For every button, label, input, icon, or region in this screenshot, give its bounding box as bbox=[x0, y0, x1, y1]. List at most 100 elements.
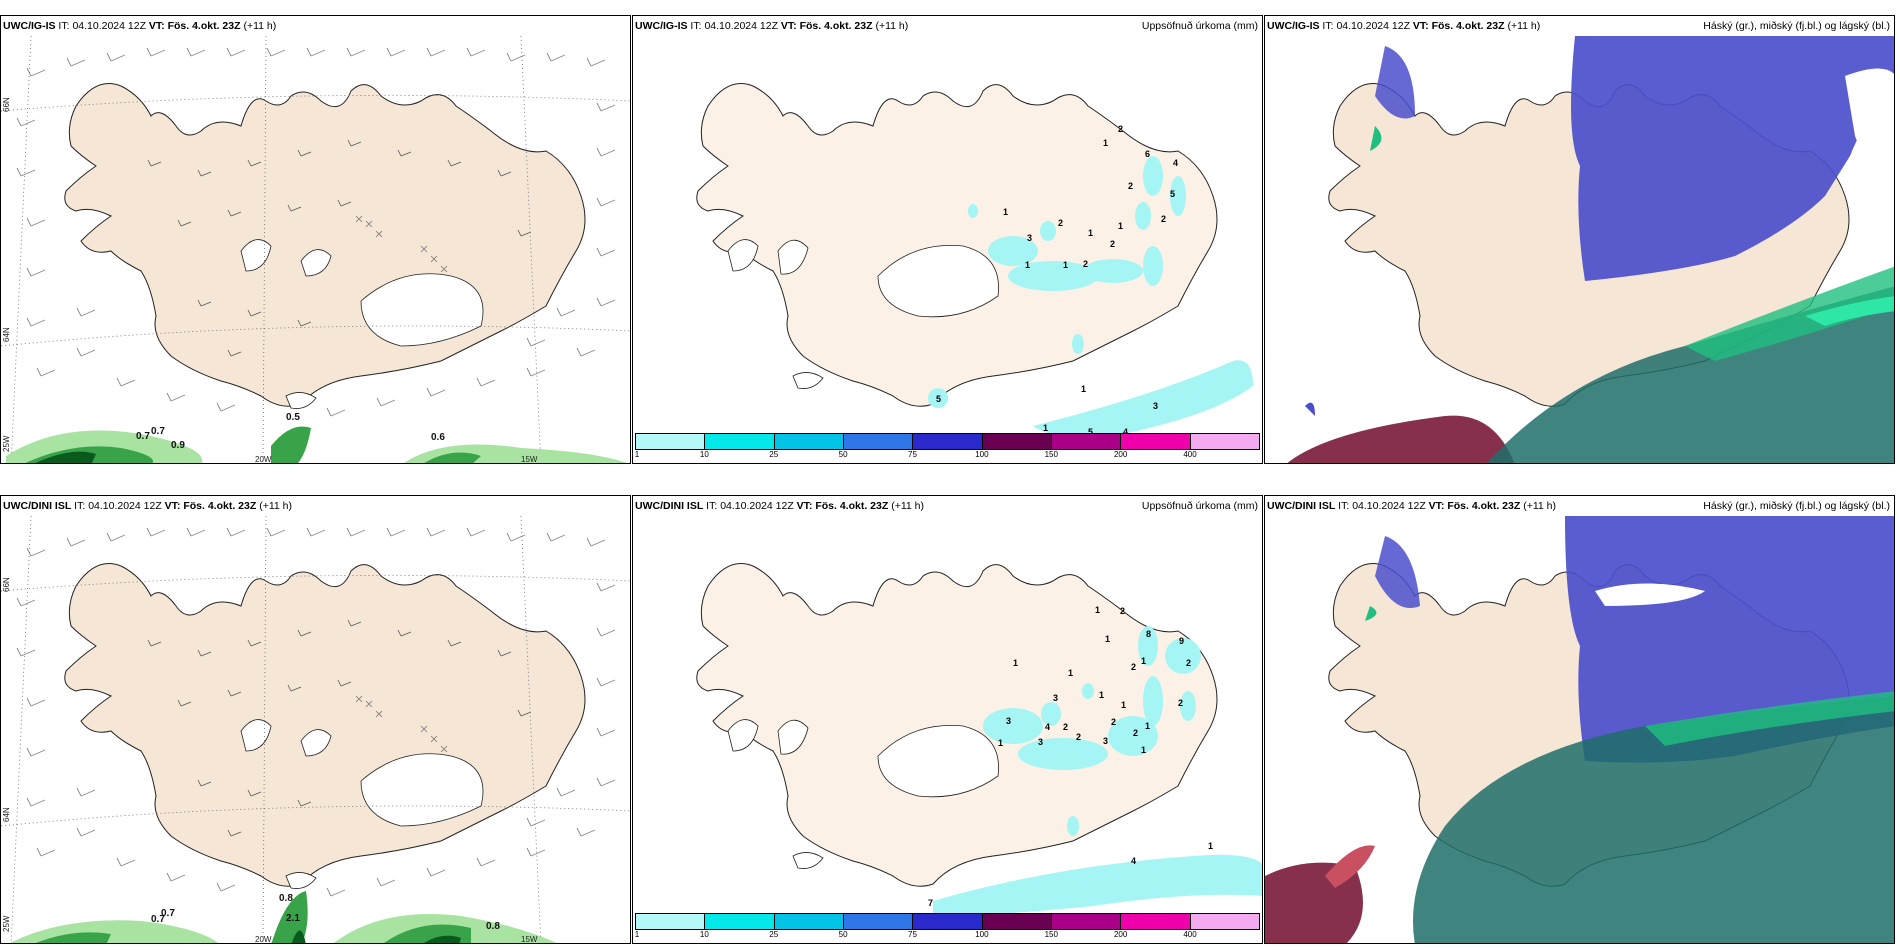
colorbar-tick: 100 bbox=[975, 930, 989, 939]
cloud-map-2 bbox=[1265, 516, 1894, 943]
axis-lon-label: 15W bbox=[521, 935, 538, 944]
axis-lon-label: 25W bbox=[2, 915, 11, 932]
precip-label: 4 bbox=[1131, 856, 1136, 866]
precip-label: 1 bbox=[1141, 656, 1146, 666]
colorbar-swatch bbox=[1190, 914, 1259, 929]
precip-label: 2 bbox=[1083, 259, 1088, 269]
wind-map-1: 0.7 0.7 0.9 0.5 0.6 66N 64N 25W 20W 15W bbox=[1, 35, 630, 464]
precip-label: 1 bbox=[1068, 668, 1073, 678]
precip-label: 1 bbox=[1208, 841, 1213, 851]
precip-map-1: 2 1 6 4 2 5 2 1 1 2 2 1 3 1 1 2 1 5 1 3 … bbox=[696, 83, 1253, 438]
precip-label: 1 bbox=[1095, 605, 1100, 615]
precip-label: 1 bbox=[1081, 384, 1086, 394]
precip-label: 2 bbox=[1128, 181, 1133, 191]
wind-label: 0.8 bbox=[486, 921, 500, 932]
colorbar-swatch bbox=[636, 914, 706, 929]
colorbar-tick: 150 bbox=[1044, 930, 1058, 939]
precip-label: 1 bbox=[1105, 634, 1110, 644]
colorbar-tick: 25 bbox=[769, 450, 779, 459]
wind-map-panel-1: 0.7 0.7 0.9 0.5 0.6 66N 64N 25W 20W 15W … bbox=[0, 15, 631, 464]
precip-label: 1 bbox=[1145, 721, 1150, 731]
panel-title: Háský (gr.), miðský (fj.bl.) og lágský (… bbox=[1703, 500, 1890, 512]
colorbar-tick: 1 bbox=[634, 450, 640, 459]
precip-label: 3 bbox=[1027, 233, 1032, 243]
colorbar-swatch bbox=[913, 434, 983, 449]
panel-header: UWC/DINI ISL IT: 04.10.2024 12Z VT: Fös.… bbox=[3, 500, 292, 512]
colorbar-swatch bbox=[843, 434, 914, 449]
precip-label: 4 bbox=[1045, 722, 1050, 732]
wind-label: 0.7 bbox=[151, 426, 165, 437]
colorbar-tick: 10 bbox=[699, 930, 709, 939]
precip-label: 2 bbox=[1133, 728, 1138, 738]
precip-label: 2 bbox=[1120, 606, 1125, 616]
precip-label: 1 bbox=[1013, 658, 1018, 668]
panel-header: UWC/DINI ISL IT: 04.10.2024 12Z VT: Fös.… bbox=[635, 500, 924, 512]
precip-label: 2 bbox=[1076, 732, 1081, 742]
colorbar-swatch bbox=[1051, 914, 1122, 929]
colorbar-tick: 100 bbox=[975, 450, 989, 459]
colorbar-swatch bbox=[705, 914, 775, 929]
panel-title: Háský (gr.), miðský (fj.bl.) og lágský (… bbox=[1703, 20, 1890, 32]
precip-label: 2 bbox=[1063, 722, 1068, 732]
colorbar-tick: 1 bbox=[634, 930, 640, 939]
colorbar-swatch bbox=[705, 434, 775, 449]
wind-label: 0.7 bbox=[161, 908, 175, 919]
precip-label: 1 bbox=[1121, 700, 1126, 710]
colorbar-tick: 400 bbox=[1183, 930, 1197, 939]
colorbar-swatch bbox=[982, 434, 1052, 449]
wind-label: 2.1 bbox=[286, 913, 300, 924]
colorbar-swatch bbox=[1121, 914, 1191, 929]
colorbar-tick: 50 bbox=[838, 450, 848, 459]
precip-label: 3 bbox=[1038, 737, 1043, 747]
precip-label: 1 bbox=[998, 738, 1003, 748]
cloud-map-panel-1: UWC/IG-IS IT: 04.10.2024 12Z VT: Fös. 4.… bbox=[1264, 15, 1895, 464]
precip-label: 2 bbox=[1161, 214, 1166, 224]
colorbar-tick: 200 bbox=[1113, 930, 1128, 939]
colorbar-tick: 200 bbox=[1113, 450, 1128, 459]
panel-header: UWC/IG-IS IT: 04.10.2024 12Z VT: Fös. 4.… bbox=[3, 20, 277, 32]
wind-label: 0.8 bbox=[279, 893, 293, 904]
precip-label: 1 bbox=[1088, 228, 1093, 238]
panel-header: UWC/IG-IS IT: 04.10.2024 12Z VT: Fös. 4.… bbox=[635, 20, 909, 32]
wind-label: 0.6 bbox=[431, 432, 445, 443]
precip-map-panel-2: 1 2 1 8 9 1 2 2 1 1 3 1 1 2 3 4 2 2 2 2 … bbox=[632, 495, 1263, 944]
wind-label: 0.9 bbox=[171, 440, 185, 451]
precip-label: 1 bbox=[1063, 260, 1068, 270]
wind-label: 0.5 bbox=[286, 412, 300, 423]
panel-header: UWC/IG-IS IT: 04.10.2024 12Z VT: Fös. 4.… bbox=[1267, 20, 1541, 32]
axis-lon-label: 15W bbox=[521, 455, 538, 464]
precip-label: 1 bbox=[1118, 221, 1123, 231]
panel-title: Uppsöfnuð úrkoma (mm) bbox=[1141, 500, 1258, 512]
precip-label: 1 bbox=[1043, 423, 1048, 433]
precip-colorbar: 1 10 25 50 75 100 150 200 400 bbox=[635, 433, 1260, 461]
axis-lat-label: 66N bbox=[2, 97, 11, 112]
colorbar-tick: 400 bbox=[1183, 450, 1197, 459]
precip-label: 8 bbox=[1146, 629, 1151, 639]
precip-label: 2 bbox=[1111, 717, 1116, 727]
precip-label: 5 bbox=[1170, 189, 1175, 199]
axis-lat-label: 64N bbox=[2, 807, 11, 822]
colorbar-swatch bbox=[982, 914, 1052, 929]
precip-label: 2 bbox=[1058, 218, 1063, 228]
precip-label: 2 bbox=[1131, 662, 1136, 672]
colorbar-tick: 150 bbox=[1044, 450, 1058, 459]
precip-label: 5 bbox=[1088, 427, 1093, 437]
colorbar-swatch bbox=[774, 914, 844, 929]
precip-label: 2 bbox=[1110, 239, 1115, 249]
wind-label: 0.7 bbox=[136, 431, 150, 442]
precip-label: 2 bbox=[1118, 124, 1123, 134]
axis-lon-label: 25W bbox=[2, 435, 11, 452]
precip-label: 6 bbox=[1145, 149, 1150, 159]
precip-label: 1 bbox=[1141, 745, 1146, 755]
precip-label: 3 bbox=[1006, 716, 1011, 726]
wind-map-2: 0.7 0.7 0.8 2.1 0.8 66N 64N 25W 20W 15W bbox=[1, 515, 630, 944]
wind-map-panel-2: 0.7 0.7 0.8 2.1 0.8 66N 64N 25W 20W 15W … bbox=[0, 495, 631, 944]
colorbar-tick: 75 bbox=[908, 450, 917, 459]
precip-label: 3 bbox=[1153, 401, 1158, 411]
colorbar-swatch bbox=[636, 434, 706, 449]
precip-label: 1 bbox=[1025, 260, 1030, 270]
precip-colorbar: 1 10 25 50 75 100 150 200 400 bbox=[635, 913, 1260, 941]
panel-header: UWC/DINI ISL IT: 04.10.2024 12Z VT: Fös.… bbox=[1267, 500, 1556, 512]
axis-lon-label: 20W bbox=[255, 455, 272, 464]
cloud-map-1 bbox=[1287, 36, 1894, 463]
